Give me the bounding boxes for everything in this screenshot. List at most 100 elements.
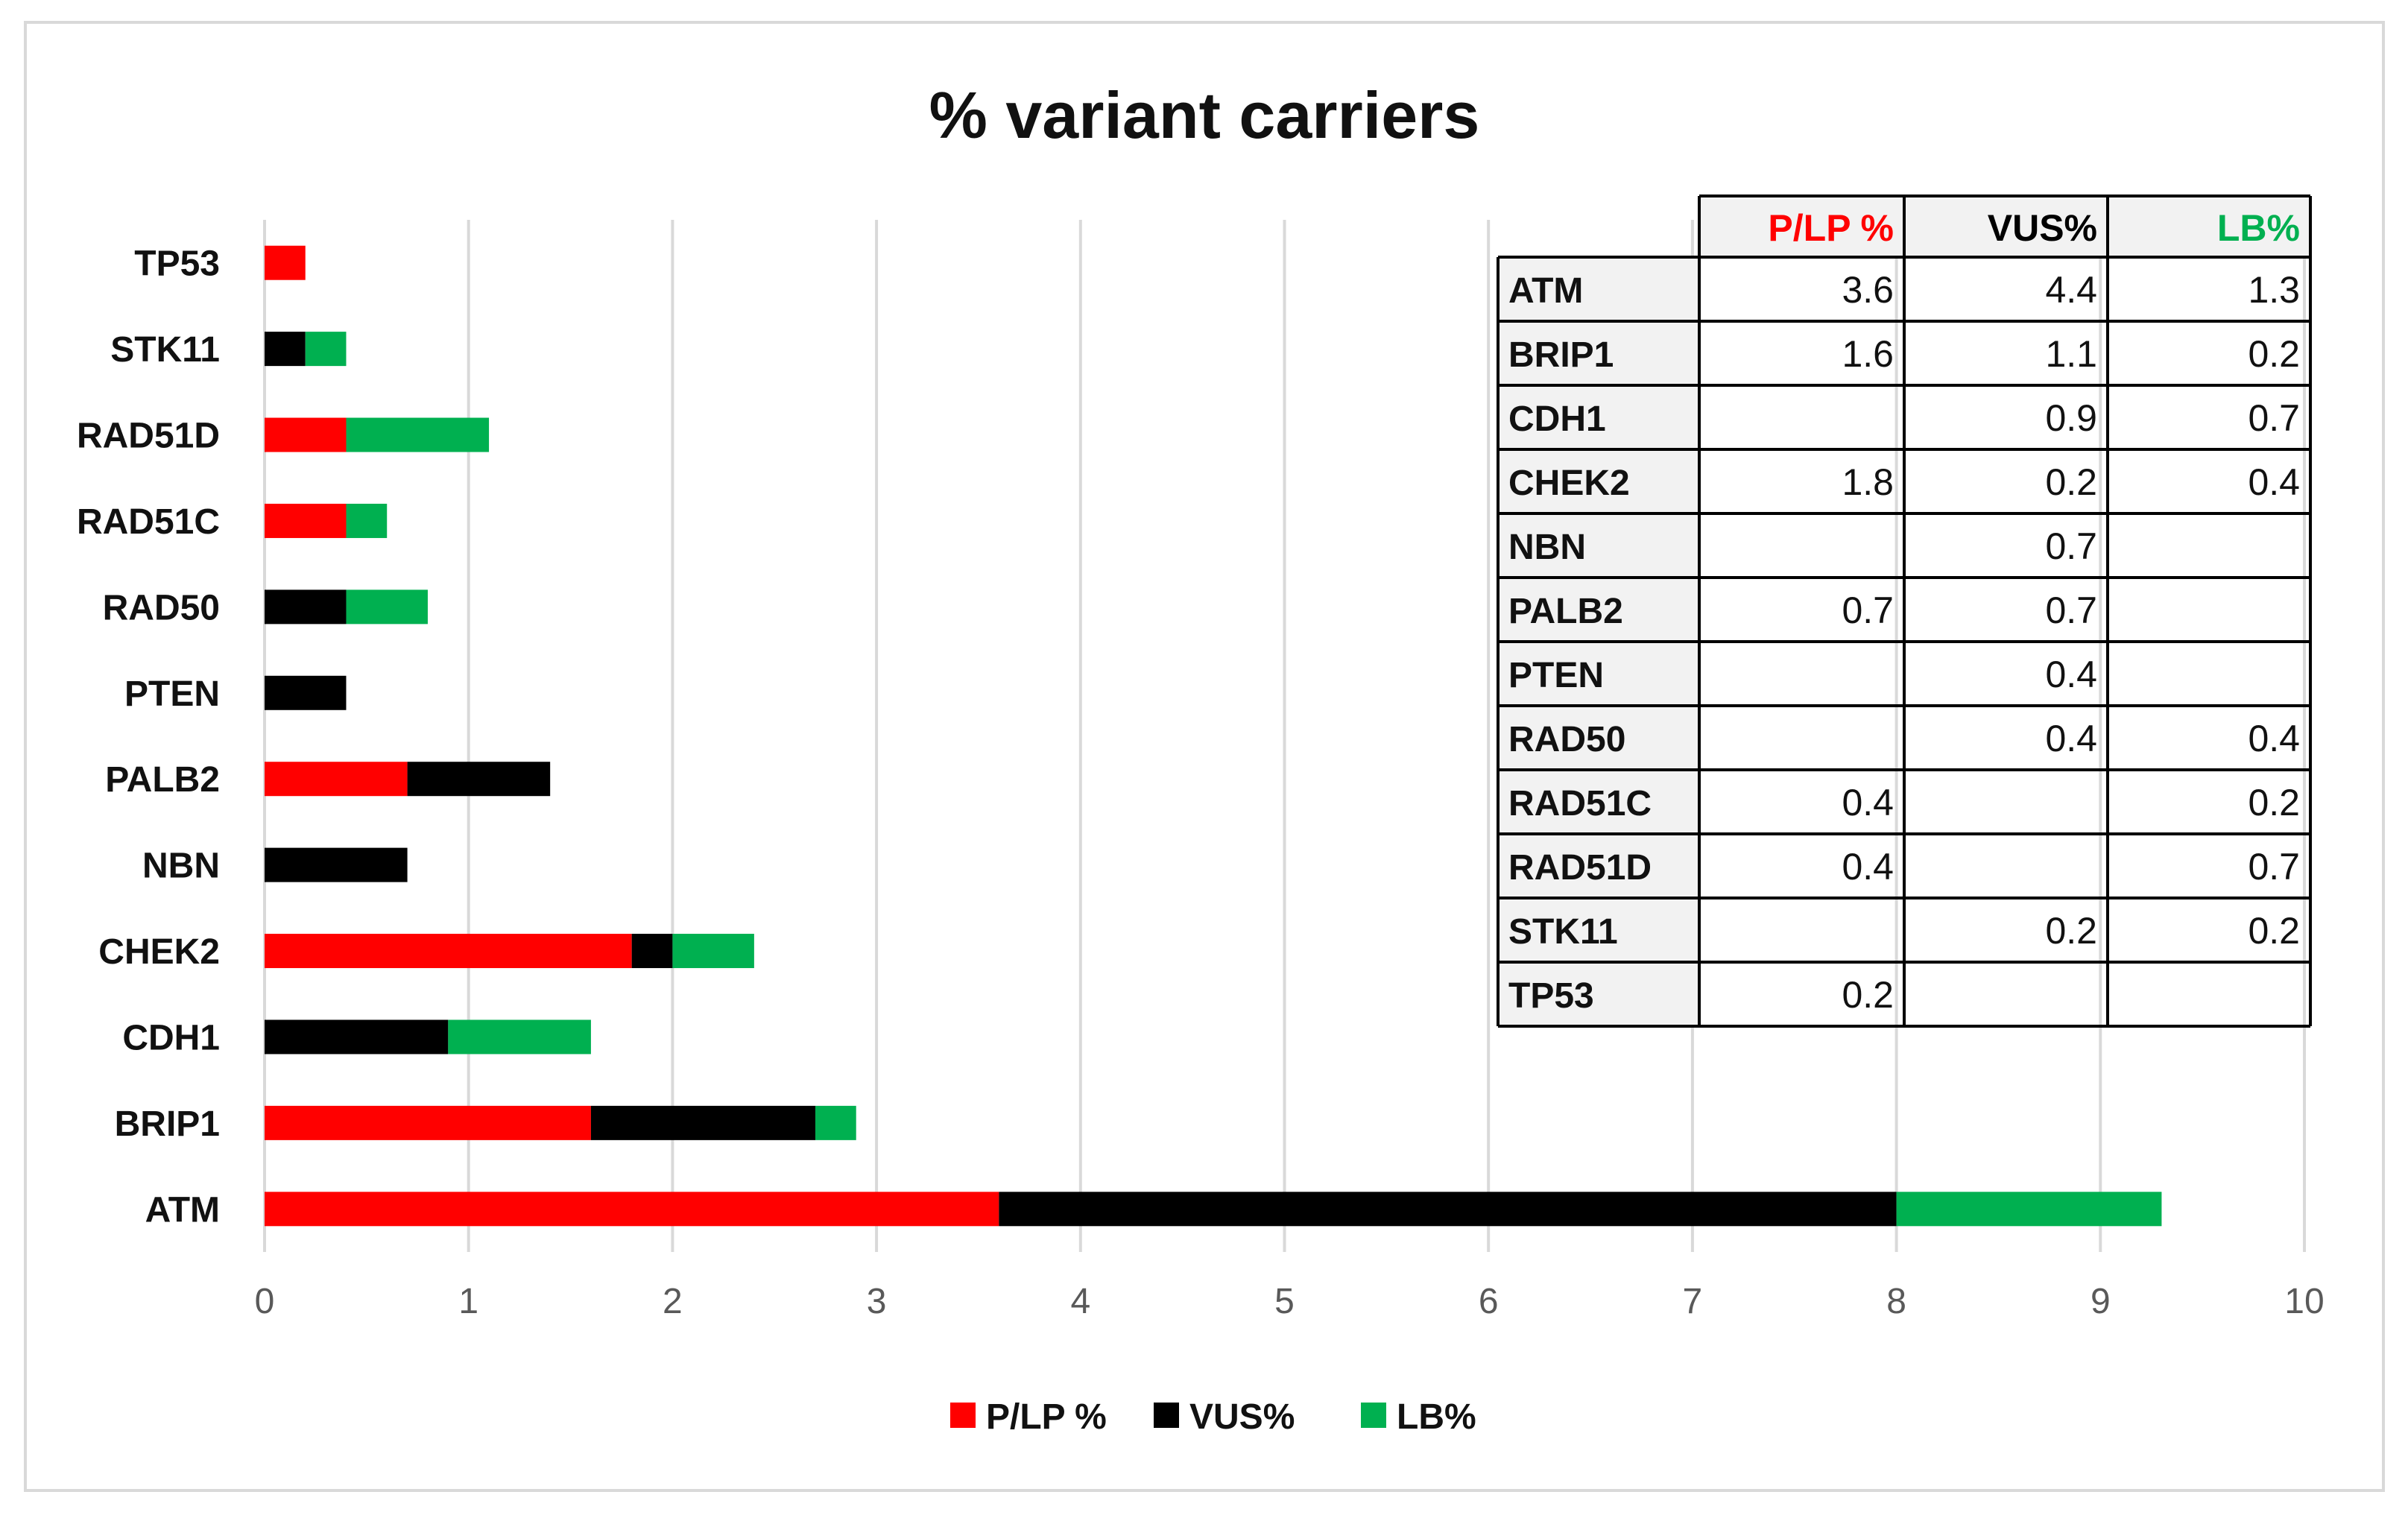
bar-chek2-lb [672, 934, 754, 969]
table-header-cell-bg [1699, 196, 1904, 257]
table-row-label-atm: ATM [1508, 271, 1583, 311]
x-tick-label-5: 5 [1274, 1282, 1295, 1321]
category-label-pten: PTEN [124, 674, 220, 714]
table-cell-atm-lb: 1.3 [2248, 269, 2300, 311]
table-cell-chek2-lb: 0.4 [2248, 461, 2300, 503]
table-row-label-stk11: STK11 [1508, 912, 1618, 952]
table-cell-brip1-lb: 0.2 [2248, 333, 2300, 375]
bar-chek2-p-lp [265, 934, 632, 969]
table-row-label-cdh1: CDH1 [1508, 399, 1606, 439]
bar-nbn-vus [265, 847, 408, 882]
legend: P/LP % VUS% LB% [950, 1397, 1476, 1437]
bar-stk11-lb [305, 332, 347, 367]
bar-cdh1-lb [448, 1019, 591, 1055]
legend-label-lb: LB% [1397, 1397, 1476, 1437]
bar-atm-vus [999, 1192, 1897, 1227]
bar-tp53-p-lp [265, 245, 306, 280]
bar-brip1-vus [590, 1105, 815, 1140]
table-cell-rad51d-lb: 0.7 [2248, 846, 2300, 888]
table-row-label-tp53: TP53 [1508, 976, 1594, 1016]
category-label-chek2: CHEK2 [98, 932, 220, 972]
category-label-rad51d: RAD51D [77, 417, 220, 456]
bar-pten-vus [265, 675, 347, 710]
table-cell-stk11-lb: 0.2 [2248, 910, 2300, 952]
gridlines [263, 220, 2306, 1252]
chart-border [24, 21, 2385, 1492]
x-tick-label-0: 0 [255, 1282, 275, 1321]
table-row-label-brip1: BRIP1 [1508, 335, 1614, 375]
x-tick-label-2: 2 [663, 1282, 683, 1321]
table-row-label-rad51c: RAD51C [1508, 784, 1652, 823]
table-header-lb: LB% [2217, 207, 2300, 249]
bar-rad50-lb [346, 589, 428, 625]
bar-brip1-p-lp [265, 1105, 591, 1140]
legend-label-vus: VUS% [1189, 1397, 1295, 1437]
bar-palb2-p-lp [265, 762, 408, 797]
bar-stk11-vus [265, 332, 306, 367]
table-row-label-pten: PTEN [1508, 656, 1604, 695]
table-cell-brip1-vus: 1.1 [2045, 333, 2097, 375]
category-label-cdh1: CDH1 [122, 1018, 220, 1057]
table-cell-palb2-p-lp: 0.7 [1842, 589, 1894, 631]
bar-rad51c-lb [346, 503, 388, 538]
table-header-cell-bg [2108, 196, 2310, 257]
bar-atm-p-lp [265, 1192, 999, 1227]
table-cell-rad51c-p-lp: 0.4 [1842, 782, 1894, 823]
bars [265, 245, 2162, 1227]
bar-palb2-vus [407, 762, 551, 797]
category-label-brip1: BRIP1 [115, 1104, 220, 1144]
bar-rad50-vus [265, 589, 347, 625]
data-table: P/LP % VUS% LB% ATM 3.6 4.4 1.3 BRIP1 1.6 1.1 0.2 C… [1497, 195, 2312, 1028]
category-label-stk11: STK11 [110, 330, 220, 370]
x-tick-label-7: 7 [1683, 1282, 1703, 1321]
table-cell-tp53-p-lp: 0.2 [1842, 974, 1894, 1016]
table-cell-nbn-vus: 0.7 [2045, 525, 2097, 567]
table-row-label-chek2: CHEK2 [1508, 464, 1630, 503]
table-cell-rad51c-lb: 0.2 [2248, 782, 2300, 823]
x-tick-label-6: 6 [1479, 1282, 1499, 1321]
x-tick-label-4: 4 [1070, 1282, 1090, 1321]
category-label-nbn: NBN [142, 847, 220, 886]
table-cell-cdh1-vus: 0.9 [2045, 397, 2097, 439]
table-row-label-rad50: RAD50 [1508, 720, 1625, 759]
bar-rad51d-lb [346, 417, 490, 452]
table-row-label-palb2: PALB2 [1508, 592, 1623, 631]
table-row-label-nbn: NBN [1508, 528, 1586, 567]
bar-brip1-lb [815, 1105, 856, 1140]
category-label-rad51c: RAD51C [77, 502, 220, 542]
x-tick-labels: 0 1 2 3 4 5 6 7 8 9 10 [255, 1282, 2325, 1321]
table-row-label-rad51d: RAD51D [1508, 848, 1652, 888]
table-cell-cdh1-lb: 0.7 [2248, 397, 2300, 439]
table-cell-atm-vus: 4.4 [2045, 269, 2097, 311]
table-header-vus: VUS% [1988, 207, 2097, 249]
x-tick-label-8: 8 [1886, 1282, 1906, 1321]
x-tick-label-10: 10 [2284, 1282, 2324, 1321]
bar-cdh1-vus [265, 1019, 449, 1055]
category-label-palb2: PALB2 [105, 760, 220, 800]
table-header-p-lp: P/LP % [1768, 207, 1894, 249]
bar-chek2-vus [631, 934, 673, 969]
chart-title: % variant carriers [929, 78, 1480, 152]
x-tick-label-1: 1 [458, 1282, 478, 1321]
legend-swatch-lb [1361, 1403, 1386, 1428]
category-label-rad50: RAD50 [103, 588, 220, 627]
category-label-tp53: TP53 [134, 244, 220, 284]
bar-rad51d-p-lp [265, 417, 347, 452]
table-cell-palb2-vus: 0.7 [2045, 589, 2097, 631]
table-cell-atm-p-lp: 3.6 [1842, 269, 1894, 311]
bar-atm-lb [1896, 1192, 2162, 1227]
table-cell-rad51d-p-lp: 0.4 [1842, 846, 1894, 888]
category-label-atm: ATM [145, 1190, 220, 1230]
table-cell-pten-vus: 0.4 [2045, 654, 2097, 695]
table-cell-brip1-p-lp: 1.6 [1842, 333, 1894, 375]
legend-label-p-lp: P/LP % [986, 1397, 1107, 1437]
category-labels: ATM BRIP1 CDH1 CHEK2 NBN PALB2 PTEN RAD50 RAD51C… [77, 244, 220, 1230]
table-cell-chek2-vus: 0.2 [2045, 461, 2097, 503]
legend-swatch-p-lp [950, 1403, 976, 1428]
table-cell-rad50-lb: 0.4 [2248, 718, 2300, 759]
table-cell-stk11-vus: 0.2 [2045, 910, 2097, 952]
table-header-cell-bg [1904, 196, 2108, 257]
x-tick-label-3: 3 [867, 1282, 887, 1321]
